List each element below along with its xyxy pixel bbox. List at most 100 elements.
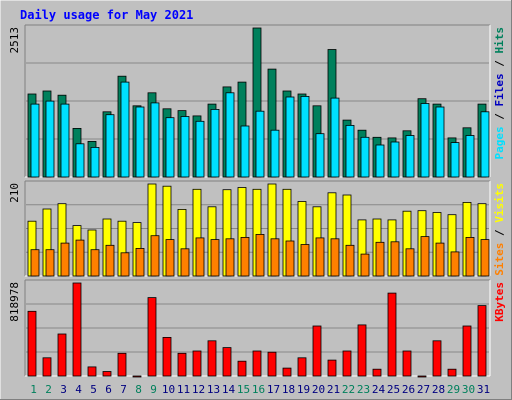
bar-kbytes-day-30	[462, 325, 472, 377]
bar-sites-day-17	[270, 238, 280, 277]
panel-legend: Sites / Visits	[493, 183, 506, 276]
bar-kbytes-day-31	[477, 305, 487, 377]
bar-files-day-24	[375, 144, 385, 178]
panel-legend: Pages / Files / Hits	[493, 27, 506, 160]
chart-title: Daily usage for May 2021	[20, 8, 193, 22]
bar-files-day-3	[60, 103, 70, 178]
bar-files-day-18	[285, 96, 295, 178]
x-tick-day-31: 31	[477, 383, 490, 396]
bar-files-day-17	[270, 129, 280, 178]
bar-sites-day-31	[480, 239, 490, 277]
bar-kbytes-day-18	[282, 367, 292, 377]
bar-files-day-7	[120, 81, 130, 178]
x-tick-day-5: 5	[90, 383, 97, 396]
legend-entry: /	[493, 223, 506, 243]
bar-sites-day-12	[195, 237, 205, 277]
bar-sites-day-23	[360, 253, 370, 277]
panel-legend: KBytes	[493, 282, 506, 322]
bar-kbytes-day-22	[342, 350, 352, 377]
legend-entry: KBytes	[493, 282, 506, 322]
bar-files-day-25	[390, 141, 400, 178]
bar-sites-day-21	[330, 238, 340, 277]
bar-kbytes-day-20	[312, 325, 322, 377]
bar-files-day-21	[330, 97, 340, 178]
bar-files-day-9	[150, 102, 160, 178]
bar-files-day-5	[90, 146, 100, 178]
bar-sites-day-8	[135, 247, 145, 277]
legend-entry: Visits	[493, 183, 506, 223]
bar-files-day-11	[180, 116, 190, 178]
bar-sites-day-3	[60, 242, 70, 277]
bar-files-day-12	[195, 120, 205, 178]
bar-kbytes-day-25	[387, 292, 397, 377]
x-tick-day-20: 20	[312, 383, 325, 396]
bar-kbytes-day-3	[57, 333, 67, 377]
bar-sites-day-9	[150, 235, 160, 277]
bar-sites-day-2	[45, 249, 55, 277]
x-tick-day-2: 2	[45, 383, 52, 396]
bar-files-day-13	[210, 109, 220, 178]
x-tick-day-12: 12	[192, 383, 205, 396]
x-tick-day-4: 4	[75, 383, 82, 396]
x-tick-day-6: 6	[105, 383, 112, 396]
x-tick-day-8: 8	[135, 383, 142, 396]
x-tick-day-1: 1	[30, 383, 37, 396]
bar-files-day-14	[225, 92, 235, 178]
bar-sites-day-29	[450, 251, 460, 277]
bar-files-day-6	[105, 114, 115, 178]
legend-entry: Pages	[493, 126, 506, 159]
x-tick-day-19: 19	[297, 383, 310, 396]
x-tick-day-27: 27	[417, 383, 430, 396]
x-tick-day-11: 11	[177, 383, 190, 396]
bar-files-day-16	[255, 110, 265, 178]
y-max-label: 210	[8, 183, 21, 203]
bar-kbytes-day-7	[117, 352, 127, 377]
bar-files-day-28	[435, 106, 445, 178]
bar-sites-day-26	[405, 248, 415, 277]
bar-kbytes-day-24	[372, 368, 382, 377]
legend-entry: Hits	[493, 27, 506, 54]
x-tick-day-25: 25	[387, 383, 400, 396]
bar-files-day-29	[450, 142, 460, 178]
bar-kbytes-day-9	[147, 297, 157, 377]
bar-sites-day-19	[300, 244, 310, 277]
bar-sites-day-27	[420, 236, 430, 277]
x-tick-day-30: 30	[462, 383, 475, 396]
legend-entry: /	[493, 107, 506, 127]
bar-sites-day-6	[105, 244, 115, 277]
x-tick-day-15: 15	[237, 383, 250, 396]
bar-sites-day-18	[285, 240, 295, 277]
bar-kbytes-day-8	[132, 375, 142, 378]
bar-files-day-22	[345, 125, 355, 178]
bar-sites-day-30	[465, 236, 475, 277]
bar-files-day-4	[75, 143, 85, 178]
bar-kbytes-day-13	[207, 340, 217, 377]
x-tick-day-3: 3	[60, 383, 67, 396]
bar-kbytes-day-14	[222, 347, 232, 377]
bar-sites-day-14	[225, 238, 235, 277]
bar-kbytes-day-17	[267, 351, 277, 377]
panel-visits-sites: 210 Sites / Visits	[8, 180, 506, 277]
y-max-label: 818978	[8, 282, 21, 322]
bar-files-day-26	[405, 135, 415, 178]
x-tick-day-28: 28	[432, 383, 445, 396]
bar-kbytes-day-28	[432, 340, 442, 377]
bar-sites-day-28	[435, 242, 445, 277]
bar-files-day-31	[480, 111, 490, 178]
bar-kbytes-day-12	[192, 350, 202, 377]
legend-entry: Files	[493, 73, 506, 106]
x-tick-day-22: 22	[342, 383, 355, 396]
panel-hits-files-pages: 2513 Pages / Files / Hits	[8, 24, 506, 178]
bar-files-day-2	[45, 100, 55, 178]
bar-files-day-20	[315, 133, 325, 178]
legend-entry: Sites	[493, 243, 506, 276]
bar-sites-day-7	[120, 252, 130, 277]
bar-kbytes-day-23	[357, 324, 367, 377]
x-tick-day-13: 13	[207, 383, 220, 396]
legend-entry: /	[493, 54, 506, 74]
bar-kbytes-day-29	[447, 368, 457, 377]
x-tick-day-17: 17	[267, 383, 280, 396]
bar-kbytes-day-10	[162, 336, 172, 377]
bar-files-day-30	[465, 135, 475, 178]
x-tick-day-9: 9	[150, 383, 157, 396]
